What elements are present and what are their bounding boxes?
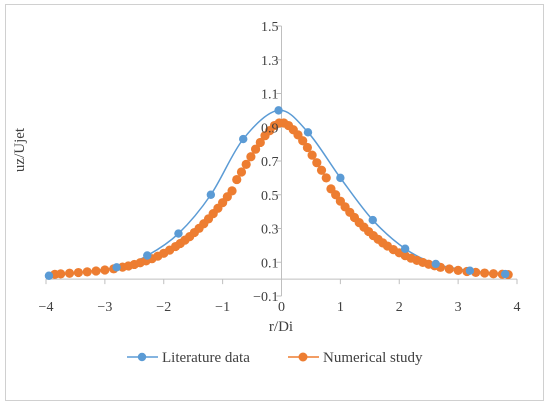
- x-tick-label: 2: [396, 300, 403, 315]
- numerical-study-point: [56, 269, 66, 279]
- y-tick-label: −0.1: [253, 290, 278, 305]
- literature-data-point: [206, 190, 216, 199]
- numerical-study-point: [298, 136, 308, 146]
- y-tick-label: 0.5: [261, 189, 279, 204]
- axes-group: [45, 25, 518, 297]
- numerical-study-point: [241, 159, 251, 169]
- y-tick-label: 1.1: [261, 88, 279, 103]
- numerical-study-point: [227, 186, 237, 196]
- legend-item-literature: Literature data: [127, 350, 250, 366]
- literature-data-point: [174, 229, 183, 238]
- x-tick-label: 3: [455, 300, 462, 315]
- y-axis-title: uz/Ujet: [12, 127, 28, 172]
- numerical-study-point: [302, 142, 313, 153]
- numerical-study-point: [246, 152, 256, 162]
- numerical-study-point: [82, 267, 92, 277]
- y-tick-label: 0.7: [261, 155, 279, 170]
- numerical-study-point: [64, 268, 75, 278]
- numerical-study-point: [331, 190, 341, 200]
- literature-data-point: [274, 106, 283, 115]
- numerical-study-point: [321, 173, 331, 183]
- numerical-study-point: [480, 268, 490, 278]
- numerical-study-point: [91, 266, 101, 276]
- y-tick-label: 1.5: [261, 20, 279, 35]
- literature-data-point: [431, 259, 440, 269]
- literature-data-point: [143, 251, 152, 260]
- literature-data-point: [239, 134, 248, 144]
- numerical-study-point: [100, 265, 110, 275]
- numerical-study-point: [250, 144, 261, 154]
- literature-data-point: [501, 269, 510, 279]
- series-layer: [44, 106, 513, 280]
- x-tick-label: 0: [278, 300, 285, 315]
- ticks-layer: −4 −3 −2 −1 0 1 2 3 4 −0.1 0.1 0.3 0.5 0.7 0.9 1.1 1.3 1.…: [39, 20, 521, 315]
- literature-data-point: [465, 266, 475, 275]
- y-tick-label: 0.1: [261, 256, 279, 271]
- x-axis-title: r/Di: [269, 319, 293, 335]
- numerical-study-point: [307, 150, 317, 160]
- literature-data-point: [44, 271, 54, 280]
- literature-data-point: [368, 215, 377, 225]
- numerical-study-point: [73, 267, 83, 278]
- y-tick-label: 0.3: [261, 223, 279, 238]
- legend-label-numerical: Numerical study: [323, 350, 423, 366]
- x-tick-label: −3: [97, 300, 112, 315]
- x-tick-label: −2: [156, 300, 171, 315]
- x-tick-label: 1: [337, 300, 344, 315]
- numerical-study-point: [444, 264, 454, 274]
- x-tick-label: −1: [215, 300, 230, 315]
- numerical-study-point: [232, 174, 242, 185]
- legend-item-numerical: Numerical study: [288, 350, 423, 366]
- literature-data-point: [400, 244, 410, 253]
- x-tick-label: 4: [514, 300, 521, 315]
- literature-data-point: [303, 128, 313, 137]
- y-tick-label: 0.9: [261, 121, 279, 136]
- chart-frame: [5, 4, 544, 401]
- legend-label-literature: Literature data: [162, 350, 250, 366]
- legend-marker-literature: [137, 352, 147, 362]
- numerical-study-point: [316, 165, 327, 175]
- numerical-study-point: [453, 265, 463, 275]
- legend-marker-numerical: [298, 352, 308, 362]
- literature-data-point: [336, 173, 345, 183]
- legend: Literature data Numerical study: [127, 350, 423, 366]
- numerical-study-point: [236, 167, 247, 177]
- x-tick-label: −4: [39, 300, 54, 315]
- numerical-study-point: [488, 269, 499, 279]
- literature-data-point: [112, 263, 121, 272]
- numerical-study-point: [255, 137, 265, 148]
- numerical-study-point: [312, 158, 322, 168]
- y-tick-label: 1.3: [261, 54, 279, 69]
